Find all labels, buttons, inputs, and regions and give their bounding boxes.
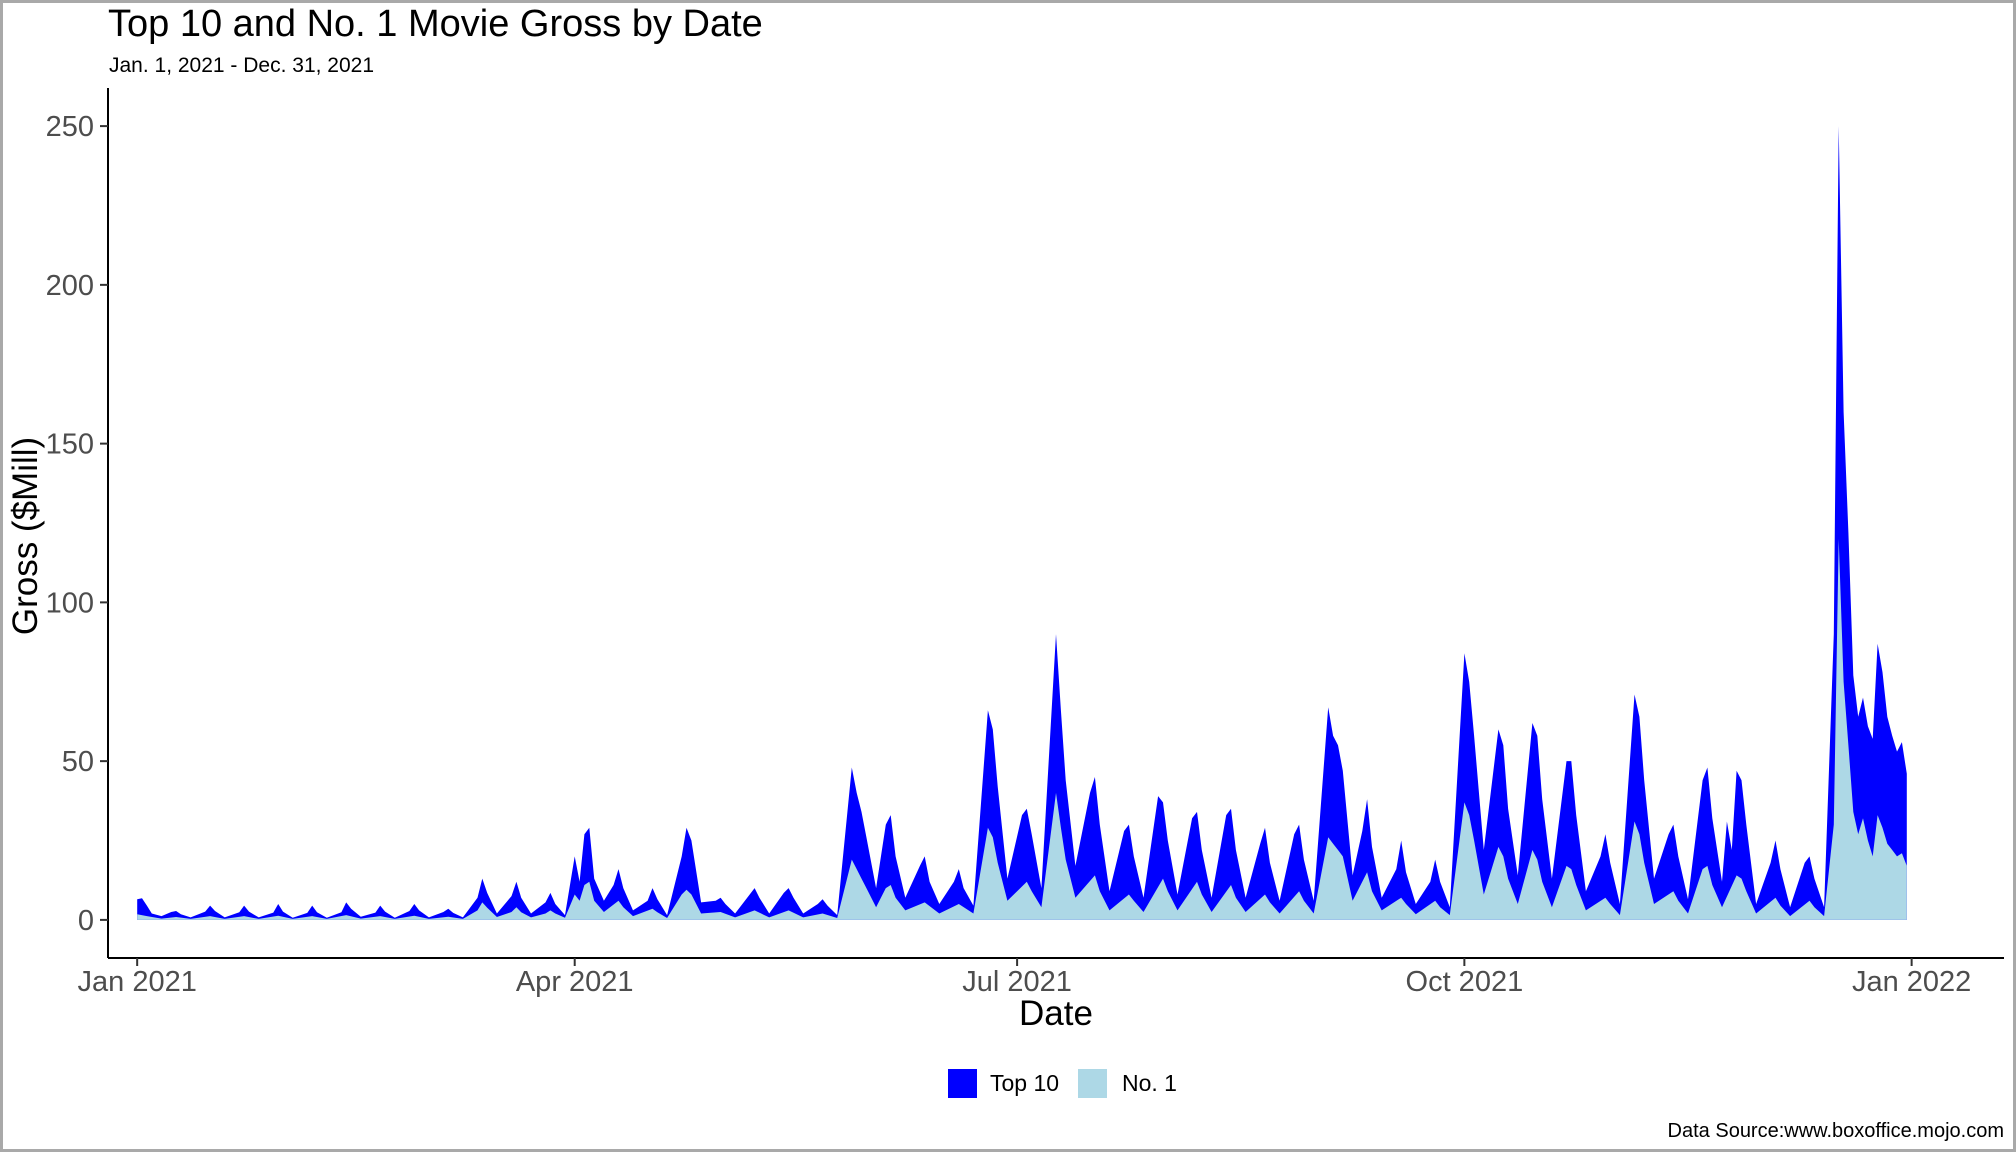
x-tick-label-0: Jan 2021	[78, 966, 197, 998]
y-tick-label-0: 0	[78, 905, 94, 937]
legend-swatch-top10	[948, 1069, 977, 1098]
y-tick-label-150: 150	[46, 429, 94, 461]
y-tick-label-200: 200	[46, 270, 94, 302]
area-series-top-10	[137, 126, 1907, 920]
x-axis-title: Date	[1019, 994, 1093, 1033]
legend-swatch-no1	[1078, 1069, 1107, 1098]
chart-subtitle: Jan. 1, 2021 - Dec. 31, 2021	[109, 54, 374, 77]
x-tick-label-3: Oct 2021	[1406, 966, 1524, 998]
legend-label-no1: No. 1	[1122, 1070, 1177, 1096]
x-tick-label-4: Jan 2022	[1852, 966, 1971, 998]
legend: Top 10 No. 1	[948, 1069, 1177, 1098]
data-source-caption: Data Source:www.boxoffice.mojo.com	[1668, 1120, 2004, 1142]
area-series-no-1	[137, 538, 1907, 920]
chart-title: Top 10 and No. 1 Movie Gross by Date	[108, 3, 763, 45]
y-tick-label-50: 50	[62, 746, 94, 778]
axes: 0 50 100 150 200 250 Jan 2021 Apr 2021 Jul 2021 O…	[46, 88, 2004, 998]
y-tick-label-250: 250	[46, 111, 94, 143]
plot-area	[137, 126, 1907, 920]
y-axis-title: Gross ($Mill)	[6, 437, 45, 635]
legend-label-top10: Top 10	[990, 1070, 1059, 1096]
y-tick-label-100: 100	[46, 587, 94, 619]
x-tick-label-1: Apr 2021	[516, 966, 634, 998]
x-tick-label-2: Jul 2021	[962, 966, 1072, 998]
